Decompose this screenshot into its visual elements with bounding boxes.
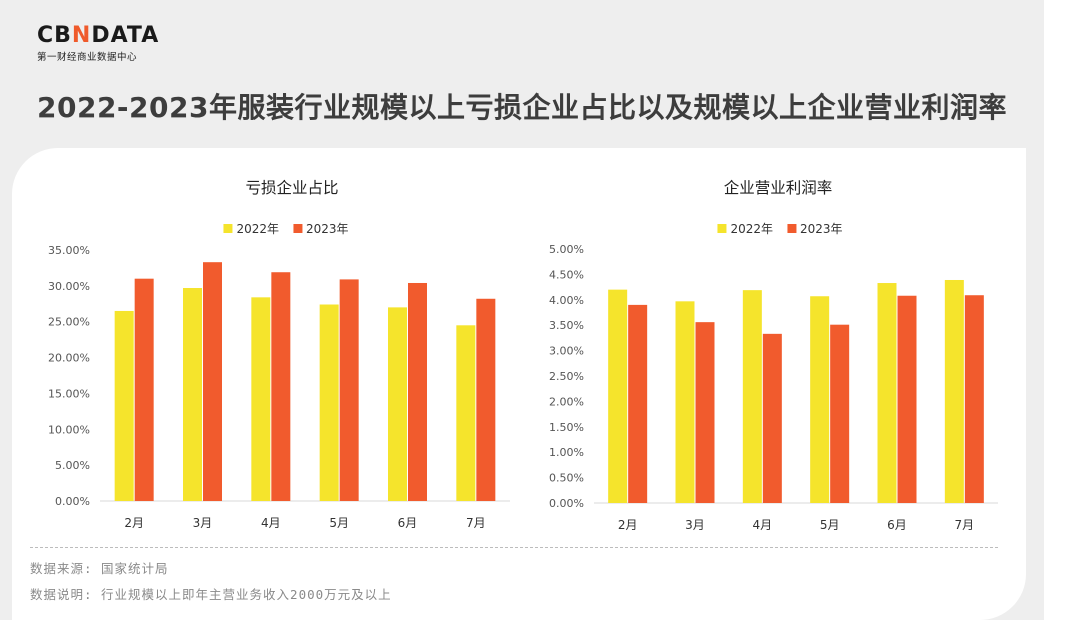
x-tick-label: 2月 — [618, 518, 638, 532]
legend-profit-margin: 2022年 2023年 — [717, 220, 843, 237]
y-tick-label: 35.00% — [48, 244, 90, 257]
data-description-note: 数据说明: 行业规模以上即年主营业务收入2000万元及以上 — [30, 587, 392, 602]
y-tick-label: 5.00% — [549, 243, 584, 256]
page-title: 2022-2023年服装行业规模以上亏损企业占比以及规模以上企业营业利润率 — [37, 91, 1007, 124]
bar-profit-margin-2022-2 — [608, 289, 628, 503]
legend-swatch-2023 — [787, 224, 796, 233]
y-tick-label: 3.50% — [549, 319, 584, 332]
y-tick-label: 25.00% — [48, 316, 90, 329]
x-tick-label: 7月 — [466, 516, 486, 530]
legend-swatch-2022 — [717, 224, 727, 233]
bar-loss-ratio-2023-6 — [408, 282, 427, 501]
y-tick-label: 1.50% — [549, 421, 584, 434]
bar-loss-ratio-2022-3 — [183, 288, 202, 501]
cbndata-logo: CBNDATA 第一财经商业数据中心 — [37, 23, 160, 64]
y-tick-label: 4.00% — [549, 294, 584, 307]
chart-title-profit-margin: 企业营业利润率 — [723, 179, 833, 197]
bar-loss-ratio-2022-7 — [456, 325, 476, 501]
x-tick-label: 6月 — [887, 518, 907, 532]
legend-label-2022: 2022年 — [236, 222, 279, 236]
y-tick-label: 0.00% — [55, 495, 90, 508]
bar-profit-margin-2022-5 — [810, 296, 830, 503]
legend-item-2022: 2022年 — [223, 220, 279, 237]
chart-title-loss-ratio: 亏损企业占比 — [245, 179, 339, 197]
bar-profit-margin-2022-7 — [944, 279, 964, 503]
y-tick-label: 0.00% — [549, 497, 584, 510]
logo-subtitle: 第一财经商业数据中心 — [37, 52, 138, 63]
legend-swatch-2023 — [293, 224, 302, 233]
x-tick-label: 3月 — [193, 516, 213, 530]
legend-label-2023: 2023年 — [800, 222, 843, 236]
bar-profit-margin-2023-2 — [628, 304, 648, 503]
bar-loss-ratio-2023-3 — [203, 262, 222, 501]
bar-profit-margin-2023-6 — [897, 295, 917, 503]
bar-loss-ratio-2022-2 — [114, 310, 134, 501]
bar-loss-ratio-2022-6 — [388, 307, 407, 501]
legend-loss-ratio: 2022年 2023年 — [223, 220, 349, 237]
bar-loss-ratio-2023-4 — [271, 272, 291, 501]
x-tick-label: 4月 — [261, 516, 281, 530]
legend-swatch-2022 — [223, 224, 233, 233]
legend-item-2023: 2023年 — [787, 220, 843, 237]
bar-profit-margin-2023-5 — [830, 324, 850, 503]
logo-wordmark: CBNDATA — [37, 23, 160, 48]
x-tick-label: 4月 — [753, 518, 773, 532]
y-tick-label: 5.00% — [55, 459, 90, 472]
chart-card — [12, 148, 1026, 620]
bar-profit-margin-2023-4 — [762, 333, 782, 503]
y-tick-label: 4.50% — [549, 268, 584, 281]
bar-profit-margin-2022-4 — [742, 290, 762, 503]
bar-loss-ratio-2022-4 — [251, 297, 271, 501]
bar-loss-ratio-2022-5 — [319, 304, 339, 501]
x-tick-label: 7月 — [955, 518, 975, 532]
legend-item-2023: 2023年 — [293, 220, 349, 237]
legend-item-2022: 2022年 — [717, 220, 773, 237]
bar-loss-ratio-2023-7 — [476, 298, 496, 501]
data-source-note: 数据来源: 国家统计局 — [30, 561, 169, 576]
x-tick-label: 5月 — [329, 516, 349, 530]
y-tick-label: 30.00% — [48, 280, 90, 293]
x-tick-label: 2月 — [124, 516, 144, 530]
bar-profit-margin-2023-7 — [964, 295, 984, 503]
legend-label-2022: 2022年 — [730, 222, 773, 236]
y-tick-label: 10.00% — [48, 423, 90, 436]
bar-loss-ratio-2023-5 — [339, 279, 359, 501]
bar-profit-margin-2022-6 — [877, 283, 897, 503]
x-tick-label: 3月 — [685, 518, 705, 532]
y-tick-label: 2.50% — [549, 370, 584, 383]
bar-profit-margin-2023-3 — [695, 322, 715, 503]
footnote-divider — [30, 547, 998, 548]
legend-label-2023: 2023年 — [306, 222, 349, 236]
y-tick-label: 3.00% — [549, 345, 584, 358]
y-tick-label: 15.00% — [48, 387, 90, 400]
y-tick-label: 0.50% — [549, 472, 584, 485]
x-tick-label: 5月 — [820, 518, 840, 532]
bar-profit-margin-2022-3 — [675, 301, 695, 503]
y-tick-label: 1.00% — [549, 446, 584, 459]
bar-loss-ratio-2023-2 — [134, 278, 154, 501]
y-tick-label: 20.00% — [48, 352, 90, 365]
y-tick-label: 2.00% — [549, 395, 584, 408]
x-tick-label: 6月 — [398, 516, 418, 530]
